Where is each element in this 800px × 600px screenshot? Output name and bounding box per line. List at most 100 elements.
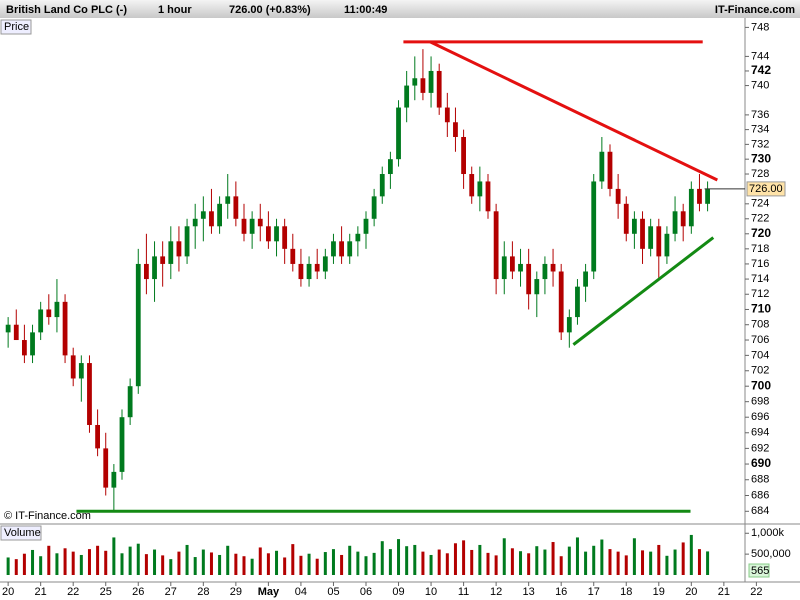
volume-bar [575, 537, 579, 575]
candle-body [282, 226, 288, 249]
volume-bar [543, 549, 547, 575]
y-tick-label: 688 [751, 474, 769, 486]
y-tick-label: 690 [751, 456, 771, 470]
volume-bar [79, 554, 83, 575]
y-tick-label: 744 [751, 50, 769, 62]
y-tick-label: 732 [751, 138, 769, 150]
volume-bar [169, 559, 173, 575]
candle-body [355, 233, 361, 242]
source: IT-Finance.com [715, 4, 795, 16]
candle-body [265, 226, 271, 242]
volume-bar [600, 539, 604, 575]
candle-body [631, 218, 637, 234]
volume-bar [340, 554, 344, 575]
price-tag [0, 19, 32, 35]
candle-body [444, 107, 450, 123]
x-tick-label: 05 [327, 586, 339, 598]
volume-bar [193, 557, 197, 575]
candle-body [119, 417, 125, 472]
volume-bar [413, 544, 417, 575]
y-tick-label: 686 [751, 489, 769, 501]
volume-bar [266, 553, 270, 575]
candle-body [168, 241, 174, 264]
x-tick-label: 16 [555, 586, 567, 598]
x-tick-label: 26 [132, 586, 144, 598]
copyright: © IT-Finance.com [4, 510, 91, 522]
volume-bar [486, 552, 490, 575]
y-tick-label: 742 [751, 63, 771, 77]
candle-body [656, 226, 662, 257]
volume-bar [372, 552, 376, 575]
volume-bar [63, 548, 67, 575]
candle-body [103, 448, 109, 488]
volume-bar [242, 556, 246, 575]
volume-bar [31, 549, 35, 575]
candle-body [379, 174, 385, 197]
volume-bar [510, 548, 514, 575]
volume-bar [706, 551, 710, 575]
candle-body [615, 188, 621, 204]
x-tick-label: 04 [295, 586, 307, 598]
volume-bar [608, 549, 612, 575]
volume-bar [226, 545, 230, 575]
candle-body [591, 181, 597, 272]
candle-body [697, 188, 702, 204]
candle-body [184, 226, 190, 257]
volume-box-label: 565 [751, 565, 769, 577]
last-price-label: 726.00 [749, 183, 783, 195]
volume-bar [153, 549, 157, 575]
y-tick-label: 730 [751, 151, 771, 165]
volume-bar [299, 555, 303, 575]
y-tick-label: 704 [751, 349, 769, 361]
candle-body [453, 122, 458, 137]
volume-bar [429, 554, 433, 575]
volume-bar [632, 538, 636, 575]
volume-bar [535, 546, 539, 575]
candle-body [38, 309, 44, 333]
candle-body [461, 136, 466, 175]
volume-bar [104, 550, 108, 575]
candle-body [705, 188, 710, 204]
volume-bar [315, 558, 319, 575]
y-tick-label: 728 [751, 168, 769, 180]
volume-bar [649, 551, 653, 575]
volume-bar [87, 549, 91, 575]
interval: 1 hour [158, 4, 192, 16]
volume-bar [144, 554, 148, 575]
volume-bar [470, 549, 474, 575]
volume-bar [673, 549, 677, 575]
volume-bar [177, 551, 181, 575]
candle-body [347, 241, 353, 257]
candle-body [623, 203, 629, 234]
volume-bar [478, 544, 482, 575]
candle-body [200, 211, 206, 219]
volume-bar [665, 555, 669, 575]
candle-body [420, 78, 426, 93]
volume-bar [584, 551, 588, 575]
candle-body [127, 386, 133, 418]
candle-body [428, 70, 434, 93]
candle-body [583, 271, 588, 287]
y-tick-label: 716 [751, 258, 769, 270]
candle-body [566, 317, 572, 333]
volume-bar [209, 552, 213, 575]
volume-bar [47, 545, 51, 575]
x-tick-label: 25 [100, 586, 112, 598]
volume-bar [567, 546, 571, 575]
volume-bar [348, 545, 352, 575]
volume-bar [689, 534, 693, 575]
candle-body [436, 70, 442, 108]
volume-bar [291, 544, 295, 575]
candle-body [249, 218, 255, 234]
candle-body [111, 471, 117, 488]
x-tick-label: 06 [360, 586, 372, 598]
volume-bar [445, 553, 449, 575]
y2-tick-label: 1,000k [751, 527, 785, 539]
candle-body [664, 233, 670, 257]
candle-body [526, 263, 532, 295]
candle-body [241, 218, 247, 234]
y-tick-label: 692 [751, 442, 769, 454]
candle-body [542, 263, 548, 280]
x-tick-label: 21 [35, 586, 47, 598]
candle-body [298, 263, 304, 280]
